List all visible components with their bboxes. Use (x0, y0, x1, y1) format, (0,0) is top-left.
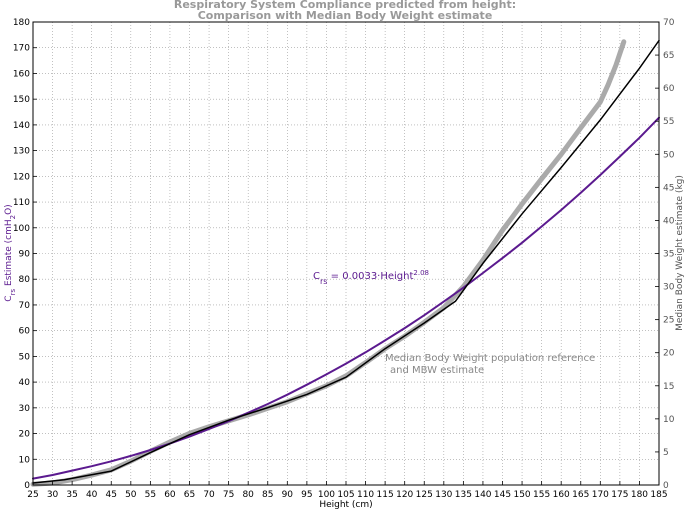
y-left-tick-label: 20 (19, 430, 31, 440)
x-tick-label: 105 (337, 490, 354, 500)
x-tick-label: 90 (282, 490, 294, 500)
x-tick-label: 25 (27, 490, 38, 500)
x-tick-label: 150 (513, 490, 530, 500)
y-left-tick-label: 80 (19, 275, 31, 285)
crs-formula-label: Crs = 0.0033·Height2.08 (313, 269, 429, 286)
x-tick-label: 180 (631, 490, 648, 500)
y-right-tick-label: 60 (663, 84, 675, 94)
y-left-tick-label: 100 (13, 224, 30, 234)
y-axis-right-title: Median Body Weight estimate (kg) (675, 175, 685, 331)
x-tick-label: 85 (262, 490, 273, 500)
x-axis-title: Height (cm) (319, 500, 372, 510)
y-right-tick-label: 50 (663, 150, 675, 160)
x-tick-label: 185 (650, 490, 667, 500)
y-right-tick-label: 55 (663, 117, 674, 127)
y-left-tick-label: 30 (19, 404, 31, 414)
mbw-label-line-2: and MBW estimate (390, 365, 484, 376)
y-right-tick-label: 35 (663, 250, 674, 260)
x-tick-label: 35 (66, 490, 77, 500)
x-tick-label: 115 (377, 490, 394, 500)
x-tick-label: 65 (184, 490, 195, 500)
x-tick-label: 155 (533, 490, 550, 500)
series-line-mbw-estimate (32, 39, 660, 484)
y-left-tick-label: 180 (13, 18, 30, 28)
y-left-tick-label: 90 (19, 250, 31, 260)
y-left-tick-label: 10 (19, 455, 31, 465)
x-tick-label: 140 (474, 490, 491, 500)
x-tick-label: 165 (572, 490, 589, 500)
x-tick-label: 60 (164, 490, 176, 500)
y-right-tick-label: 30 (663, 283, 675, 293)
chart-subtitle: Comparison with Median Body Weight estim… (198, 9, 493, 22)
y-right-tick-label: 25 (663, 316, 674, 326)
y-right-tick-label: 15 (663, 382, 674, 392)
x-tick-label: 110 (357, 490, 374, 500)
y-right-tick-label: 20 (663, 349, 675, 359)
x-tick-label: 95 (301, 490, 312, 500)
y-left-tick-label: 130 (13, 147, 30, 157)
y-left-tick-label: 60 (19, 327, 31, 337)
y-right-tick-label: 65 (663, 51, 674, 61)
x-tick-label: 50 (125, 490, 137, 500)
x-tick-label: 135 (455, 490, 472, 500)
grid (33, 22, 659, 485)
plot-series (30, 39, 660, 487)
y-left-tick-label: 40 (19, 378, 31, 388)
x-tick-label: 45 (106, 490, 117, 500)
x-tick-label: 80 (242, 490, 254, 500)
y-right-tick-label: 45 (663, 183, 674, 193)
x-tick-label: 70 (203, 490, 215, 500)
y-right-tick-label: 10 (663, 415, 675, 425)
y-left-tick-label: 170 (13, 44, 30, 54)
x-tick-label: 100 (318, 490, 335, 500)
y-left-tick-label: 140 (13, 121, 30, 131)
mbw-label-line-1: Median Body Weight population reference (385, 353, 595, 364)
x-tick-label: 175 (611, 490, 628, 500)
x-tick-label: 170 (592, 490, 609, 500)
series-line-mbw-reference (30, 39, 627, 487)
x-tick-label: 125 (416, 490, 433, 500)
y-right-tick-label: 70 (663, 18, 675, 28)
x-tick-label: 75 (223, 490, 234, 500)
x-tick-label: 130 (435, 490, 452, 500)
y-left-tick-label: 110 (13, 198, 30, 208)
x-tick-label: 160 (553, 490, 570, 500)
y-right-tick-label: 0 (663, 481, 669, 491)
x-tick-label: 55 (145, 490, 156, 500)
y-left-tick-label: 0 (24, 481, 30, 491)
y-left-tick-label: 120 (13, 172, 30, 182)
x-tick-label: 40 (86, 490, 98, 500)
y-left-tick-label: 150 (13, 95, 30, 105)
series-line-crs (32, 116, 660, 480)
y-right-tick-label: 5 (663, 448, 669, 458)
y-left-tick-label: 160 (13, 69, 30, 79)
y-left-tick-label: 70 (19, 301, 31, 311)
y-left-tick-label: 50 (19, 352, 31, 362)
chart-title: Respiratory System Compliance predicted … (174, 0, 516, 11)
y-axis-left-title: Crs Estimate (cmH2O) (4, 204, 17, 301)
axis-ticks: 25 30 35 40 45 50 55 60 65 70 75 80 85 90 95 100 105 110 1… (13, 18, 675, 500)
x-tick-label: 120 (396, 490, 413, 500)
y-right-tick-label: 40 (663, 216, 675, 226)
x-tick-label: 145 (494, 490, 511, 500)
x-tick-label: 30 (47, 490, 59, 500)
